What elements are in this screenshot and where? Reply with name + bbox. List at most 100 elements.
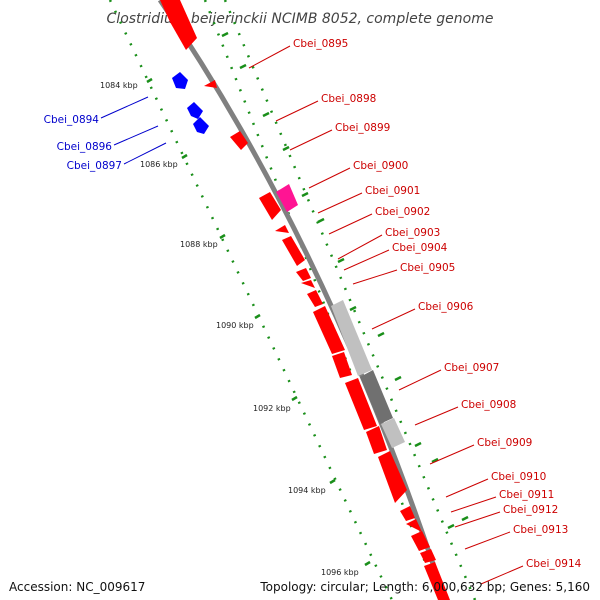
tick-mark <box>329 478 336 485</box>
forward-gene-arrow <box>411 531 430 551</box>
topology-text: Topology: circular; Length: 6,000,632 bp… <box>260 580 590 594</box>
tick-label: 1096 kbp <box>321 568 359 577</box>
gene-labels-layer: Cbei_0894 Cbei_0896 Cbei_0897 Cbei_0895 Cbei… <box>44 38 582 585</box>
gene-leader-line <box>450 496 497 513</box>
forward-gene-arrow <box>307 290 323 307</box>
reverse-gene-arrow <box>187 102 203 119</box>
tick-dots-layer <box>108 0 477 600</box>
tick-label: 1086 kbp <box>140 160 178 169</box>
tick-mark <box>262 111 270 118</box>
gene-leader-line <box>464 531 511 550</box>
gene-leader-line <box>123 142 167 165</box>
rna-feature <box>381 418 405 448</box>
forward-gene-arrow <box>230 131 248 150</box>
gene-leader-line <box>445 478 489 498</box>
forward-gene-arrow <box>378 451 407 503</box>
tick-label: 1084 kbp <box>100 81 138 90</box>
gene-leader-line <box>414 406 459 426</box>
accession-text: Accession: NC_009617 <box>9 580 146 594</box>
tick-mark <box>394 375 402 382</box>
forward-gene-arrow <box>420 549 436 563</box>
forward-gene-arrow <box>296 268 311 281</box>
tick-mark <box>291 395 298 402</box>
gene-label: Cbei_0913 <box>513 524 568 536</box>
gene-label: Cbei_0905 <box>400 262 455 274</box>
forward-gene-arrow <box>160 0 197 50</box>
tick-marks-layer: 1084 kbp 1086 kbp 1088 kbp 1090 kbp 1092 kbp… <box>100 31 469 577</box>
forward-gene-arrow <box>259 192 281 220</box>
gene-leader-line <box>100 96 149 119</box>
gene-leader-line <box>248 45 291 69</box>
gene-leader-line <box>480 565 524 585</box>
gene-label: Cbei_0907 <box>444 362 499 374</box>
tick-mark <box>301 191 309 198</box>
gene-leader-line <box>289 129 333 151</box>
tick-label: 1092 kbp <box>253 404 291 413</box>
gene-leader-line <box>429 444 475 465</box>
tick-mark <box>364 560 371 567</box>
gene-label: Cbei_0911 <box>499 489 554 501</box>
forward-gene-arrow <box>424 562 450 600</box>
tick-dotted-line <box>108 0 394 600</box>
forward-gene-arrow <box>282 236 305 266</box>
rna-feature <box>360 370 393 424</box>
reverse-gene-arrow <box>172 72 188 89</box>
forward-gene-arrow <box>366 426 387 454</box>
rna-feature <box>331 300 372 376</box>
tick-mark <box>181 153 188 160</box>
gene-leader-line <box>352 269 398 285</box>
tick-mark <box>221 31 229 38</box>
gene-label: Cbei_0908 <box>461 399 516 411</box>
gene-leader-line <box>328 213 373 235</box>
tick-mark <box>317 217 325 224</box>
gene-label: Cbei_0914 <box>526 558 582 570</box>
gene-leader-line <box>317 192 363 214</box>
gene-label: Cbei_0912 <box>503 504 558 516</box>
tick-mark <box>377 331 385 338</box>
gene-label: Cbei_0909 <box>477 437 532 449</box>
tick-mark <box>239 63 247 70</box>
gene-label: Cbei_0901 <box>365 185 420 197</box>
gene-label: Cbei_0902 <box>375 206 430 218</box>
gene-label: Cbei_0895 <box>293 38 348 50</box>
forward-gene-arrow <box>400 506 415 521</box>
reverse-gene-arrow <box>193 117 209 134</box>
tick-mark <box>414 441 422 448</box>
forward-gene-arrow <box>204 80 217 88</box>
gene-label: Cbei_0904 <box>392 242 448 254</box>
tick-label: 1090 kbp <box>216 321 254 330</box>
tick-mark <box>349 305 357 312</box>
gene-leader-line <box>371 308 416 330</box>
gene-leader-line <box>343 249 390 271</box>
forward-gene-arrow <box>332 352 352 378</box>
tick-mark <box>431 457 439 464</box>
gene-label: Cbei_0900 <box>353 160 408 172</box>
gene-leader-line <box>308 167 351 189</box>
tick-label: 1094 kbp <box>288 486 326 495</box>
tick-label: 1088 kbp <box>180 240 218 249</box>
gene-leader-line <box>454 511 501 528</box>
gene-label: Cbei_0903 <box>385 227 440 239</box>
forward-gene-arrow <box>275 225 289 233</box>
forward-gene-arrow <box>313 306 345 354</box>
tick-mark <box>146 77 153 84</box>
tick-dotted-line <box>223 0 477 600</box>
tick-mark <box>219 233 226 240</box>
forward-gene-arrow <box>301 280 315 288</box>
gene-leader-line <box>398 369 442 391</box>
tick-mark <box>447 523 455 530</box>
gene-label: Cbei_0894 <box>44 114 100 126</box>
tick-mark <box>461 515 469 522</box>
genes-layer <box>160 0 450 600</box>
gene-label: Cbei_0897 <box>67 160 122 172</box>
forward-gene-arrow <box>345 378 377 430</box>
genome-title: Clostridium beijerinckii NCIMB 8052, com… <box>107 11 494 27</box>
gene-label: Cbei_0899 <box>335 122 390 134</box>
gene-leader-line <box>275 100 319 122</box>
gene-leader-line <box>113 125 159 146</box>
forward-gene-arrow <box>406 519 422 532</box>
highlighted-gene-arrow <box>276 184 298 212</box>
gene-label: Cbei_0910 <box>491 471 546 483</box>
tick-mark <box>282 145 290 152</box>
